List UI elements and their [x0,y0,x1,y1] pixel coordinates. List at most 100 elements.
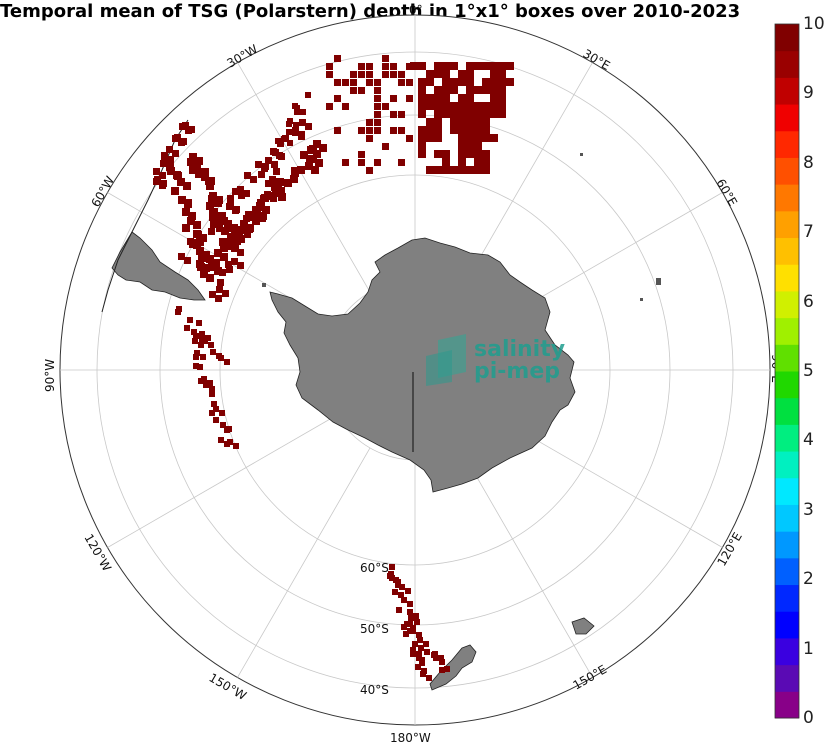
data-cell [358,127,365,134]
data-cell [413,613,419,619]
data-cell [474,62,482,70]
colorbar-swatch [775,611,799,639]
data-cell [390,127,397,134]
data-cell [189,153,197,161]
data-cell [305,162,313,170]
data-cell [193,354,199,360]
data-cell [261,165,268,172]
colorbar-swatch [775,344,799,372]
data-cell [171,187,179,195]
data-cell [210,208,218,216]
meridian-lines [60,15,770,725]
data-cell [426,78,434,86]
data-cell [297,166,305,174]
data-cell [396,607,402,613]
colorbar-tick-label: 9 [803,83,814,104]
data-cell [278,193,286,201]
data-cell [209,291,216,298]
colorbar-tick-label: 5 [803,361,814,381]
data-cell [410,647,416,653]
data-cell [482,62,490,70]
colorbar-swatch [775,477,799,505]
data-cell [358,71,365,78]
data-cell [213,406,219,412]
data-cell [490,78,498,86]
colorbar-swatch [775,317,799,345]
data-cell [265,157,272,164]
data-cell [366,135,373,142]
data-cell [202,264,210,272]
data-cell [426,118,434,126]
south-america-land [111,231,206,301]
data-cell [272,189,280,197]
colorbar-swatch [775,504,799,532]
data-cell [410,628,416,634]
data-cell [450,126,458,134]
data-cell [307,146,315,154]
data-cell [172,150,179,157]
colorbar-swatch [775,637,799,666]
data-cell [240,222,247,229]
data-cell [382,63,389,70]
data-cell [216,225,223,232]
data-cell [305,123,312,130]
data-cell [466,126,474,134]
data-cell [442,78,450,86]
data-cell [233,443,239,449]
data-cell [482,86,490,94]
data-cell [358,63,365,70]
data-cell [403,631,409,637]
data-cell [237,186,244,193]
data-cell [442,94,450,102]
data-cell [208,228,215,235]
data-cell [160,160,167,167]
data-cell [291,169,299,177]
data-cell [216,286,223,293]
data-cell [294,109,300,115]
data-cell [434,110,442,118]
latitude-labels: 60°S 50°S 40°S [360,561,389,697]
data-cell [231,258,238,265]
data-cell [374,79,381,86]
data-cell [306,155,314,163]
data-cell [474,166,482,174]
data-cell [255,161,262,168]
data-cell [201,168,209,176]
data-cell [224,359,230,365]
data-cell [300,109,306,115]
data-cell [198,254,206,262]
data-cell [219,269,226,276]
data-cell [196,247,204,255]
data-cell [434,94,442,102]
data-cell [412,641,418,647]
data-cell [374,111,381,118]
data-cell [438,655,444,661]
data-cell [442,70,450,78]
data-cell [192,338,198,344]
data-cell [231,242,239,250]
data-cell [474,134,482,142]
data-cell [442,62,450,70]
data-cell [196,260,204,268]
data-cell [450,110,458,118]
data-cell [313,140,321,148]
data-cell [382,71,389,78]
data-cell [205,177,213,185]
colorbar-swatch [775,691,799,719]
data-cell [433,655,439,661]
data-cell [326,71,333,78]
salinity-pimep-watermark: salinity pi-mep [426,334,565,386]
data-cell [390,63,397,70]
data-cell [432,651,438,657]
data-cell [213,417,219,423]
data-cell [450,166,458,174]
data-cell [387,573,393,579]
data-cell [434,118,442,126]
data-cell [187,158,195,166]
data-cell [490,70,498,78]
colorbar-swatch [775,77,799,105]
data-cell [358,159,365,166]
data-cell [206,274,214,282]
data-cell [418,645,424,651]
data-cell [474,86,482,94]
